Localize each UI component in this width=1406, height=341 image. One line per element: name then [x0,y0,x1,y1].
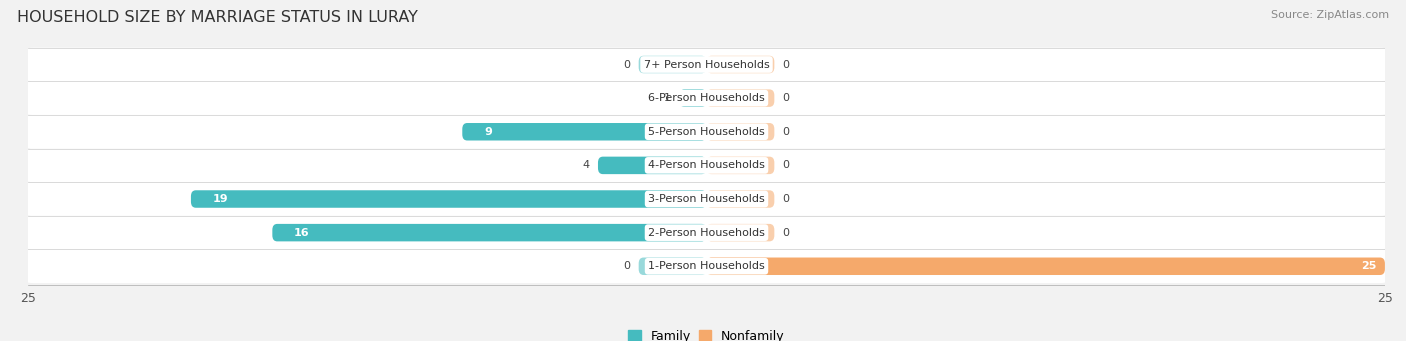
Text: 0: 0 [783,228,790,238]
Text: 5-Person Households: 5-Person Households [648,127,765,137]
FancyBboxPatch shape [707,123,775,140]
FancyBboxPatch shape [20,216,1393,250]
FancyBboxPatch shape [20,115,1393,149]
Text: 6-Person Households: 6-Person Households [648,93,765,103]
Text: 0: 0 [783,60,790,70]
FancyBboxPatch shape [463,123,707,140]
Text: 4-Person Households: 4-Person Households [648,160,765,170]
FancyBboxPatch shape [20,48,1393,81]
FancyBboxPatch shape [707,56,775,73]
FancyBboxPatch shape [191,190,707,208]
Text: 1: 1 [664,93,671,103]
FancyBboxPatch shape [707,257,1385,275]
Text: 9: 9 [484,127,492,137]
FancyBboxPatch shape [20,182,1393,216]
Text: 3-Person Households: 3-Person Households [648,194,765,204]
FancyBboxPatch shape [20,149,1393,182]
FancyBboxPatch shape [707,89,775,107]
Text: 0: 0 [623,60,630,70]
FancyBboxPatch shape [707,190,775,208]
Text: 2-Person Households: 2-Person Households [648,228,765,238]
Text: 16: 16 [294,228,309,238]
Text: 0: 0 [783,93,790,103]
Text: 0: 0 [783,127,790,137]
Text: 0: 0 [783,160,790,170]
FancyBboxPatch shape [20,250,1393,283]
FancyBboxPatch shape [598,157,707,174]
Text: 19: 19 [212,194,228,204]
Legend: Family, Nonfamily: Family, Nonfamily [623,325,790,341]
FancyBboxPatch shape [638,257,707,275]
FancyBboxPatch shape [707,224,775,241]
Text: 0: 0 [623,261,630,271]
Text: 25: 25 [1361,261,1376,271]
Text: 0: 0 [783,194,790,204]
FancyBboxPatch shape [679,89,707,107]
FancyBboxPatch shape [273,224,707,241]
FancyBboxPatch shape [638,56,707,73]
FancyBboxPatch shape [20,81,1393,115]
Text: 1-Person Households: 1-Person Households [648,261,765,271]
Text: 7+ Person Households: 7+ Person Households [644,60,769,70]
Text: Source: ZipAtlas.com: Source: ZipAtlas.com [1271,10,1389,20]
FancyBboxPatch shape [707,157,775,174]
Text: 4: 4 [582,160,591,170]
Text: HOUSEHOLD SIZE BY MARRIAGE STATUS IN LURAY: HOUSEHOLD SIZE BY MARRIAGE STATUS IN LUR… [17,10,418,25]
